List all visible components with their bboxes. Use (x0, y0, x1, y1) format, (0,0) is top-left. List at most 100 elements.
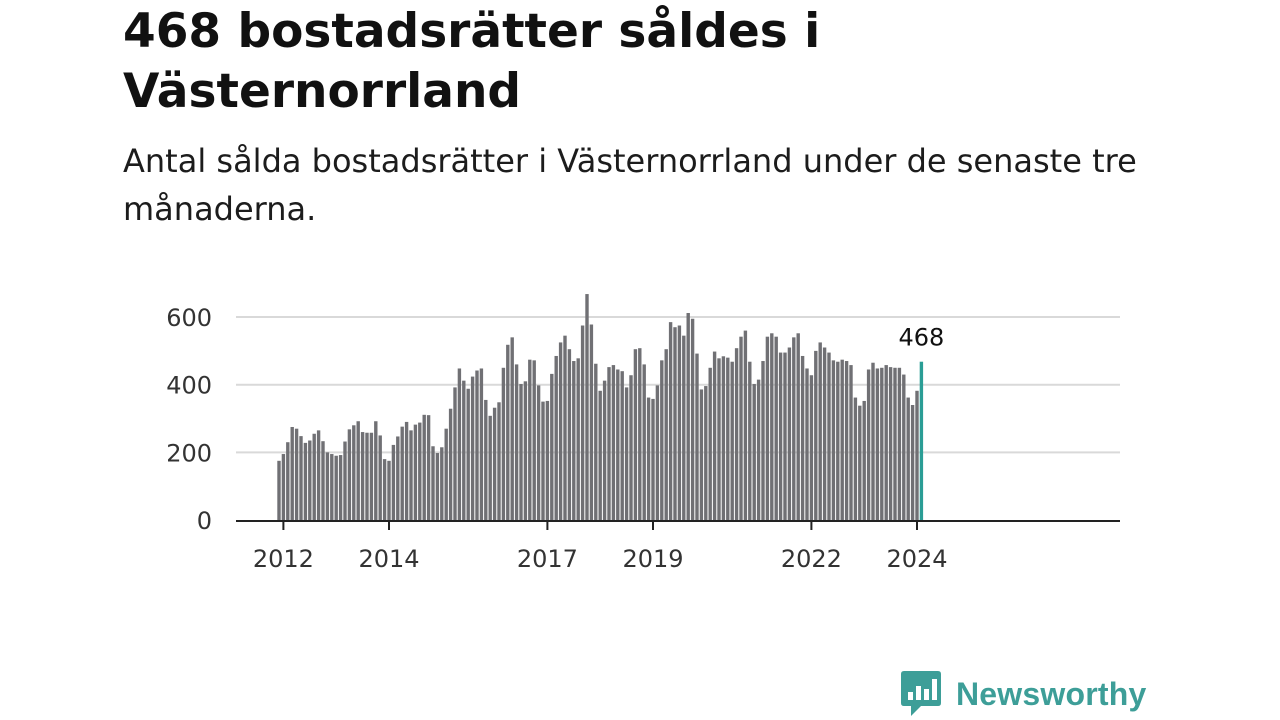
bar (435, 453, 440, 520)
bar (814, 350, 818, 520)
bar (475, 370, 479, 520)
bar (660, 360, 664, 520)
bar (281, 454, 286, 520)
x-tick-label: 2017 (517, 545, 578, 573)
bar (831, 360, 836, 520)
bar (514, 364, 519, 520)
bar (682, 335, 686, 520)
bar (809, 375, 814, 520)
bar (880, 367, 884, 520)
bar (409, 430, 413, 520)
bar (690, 318, 695, 520)
bar (365, 432, 369, 520)
bar (294, 428, 299, 520)
bar (620, 371, 624, 520)
bar (338, 455, 343, 520)
bar (497, 402, 501, 520)
bar (668, 322, 673, 520)
bar (466, 388, 470, 520)
bar (818, 342, 822, 520)
bar (796, 333, 800, 520)
bars (277, 294, 924, 520)
bar (602, 380, 607, 520)
bar (884, 365, 888, 520)
bar (541, 401, 545, 520)
bar (413, 424, 418, 520)
bar (598, 390, 602, 520)
bar (431, 446, 435, 520)
bar (638, 348, 642, 520)
bar (470, 376, 475, 520)
x-tick-label: 2012 (253, 545, 314, 573)
bar (902, 374, 906, 520)
chart-title: 468 bostadsrätter såldes i Västernorrlan… (123, 4, 821, 119)
bar (277, 460, 281, 520)
bar (567, 349, 572, 520)
bar (624, 387, 629, 520)
bar (510, 337, 514, 520)
bar (343, 441, 347, 520)
bar (915, 390, 919, 520)
bar (642, 364, 646, 520)
bar (730, 361, 734, 520)
bar (664, 349, 668, 520)
bar (580, 325, 585, 520)
x-tick-label: 2022 (781, 545, 842, 573)
bar (858, 405, 862, 520)
bar (303, 442, 308, 520)
bar (849, 365, 853, 520)
bar (708, 367, 712, 520)
bar (325, 452, 330, 520)
bar (528, 359, 532, 520)
bar (695, 353, 699, 520)
bar (378, 435, 382, 520)
axes: 0 200 400 600 2012 2014 2017 2019 2022 2024 468 (166, 304, 1120, 573)
bar (910, 405, 915, 520)
bar (827, 352, 831, 520)
y-tick-label: 200 (166, 439, 212, 467)
bar (897, 367, 902, 520)
bar (770, 333, 774, 520)
bar (655, 385, 660, 520)
bar (888, 367, 893, 520)
bar (712, 351, 717, 520)
bar (589, 324, 594, 520)
bar (554, 355, 558, 520)
bar (629, 375, 633, 520)
bar (862, 400, 866, 520)
bar (479, 368, 484, 520)
bar (717, 358, 721, 520)
bar (321, 441, 325, 520)
bar (743, 330, 748, 520)
x-tick-label: 2014 (358, 545, 419, 573)
bar (422, 414, 426, 520)
bar (462, 380, 466, 520)
bar (792, 337, 796, 520)
bar (875, 368, 880, 520)
bar (734, 348, 739, 520)
bar (761, 361, 765, 520)
bar (484, 399, 488, 520)
bar (866, 369, 871, 520)
bar (699, 389, 704, 520)
bar (787, 347, 792, 520)
bar (418, 422, 422, 520)
bar (440, 447, 444, 520)
bar (704, 386, 708, 520)
bar (673, 327, 677, 520)
bar (739, 336, 743, 520)
bar (536, 385, 541, 520)
bar (726, 357, 730, 520)
bar (558, 342, 563, 520)
bar (721, 356, 726, 520)
brand-logo: Newsworthy (900, 669, 1146, 719)
bar (545, 400, 550, 520)
chart-subtitle: Antal sålda bostadsrätter i Västernorrla… (123, 142, 1137, 228)
bar (453, 387, 457, 520)
x-tick-label: 2019 (622, 545, 683, 573)
bar (316, 430, 321, 520)
bar (893, 367, 897, 520)
bar (369, 432, 374, 520)
bar-highlight (919, 361, 924, 520)
